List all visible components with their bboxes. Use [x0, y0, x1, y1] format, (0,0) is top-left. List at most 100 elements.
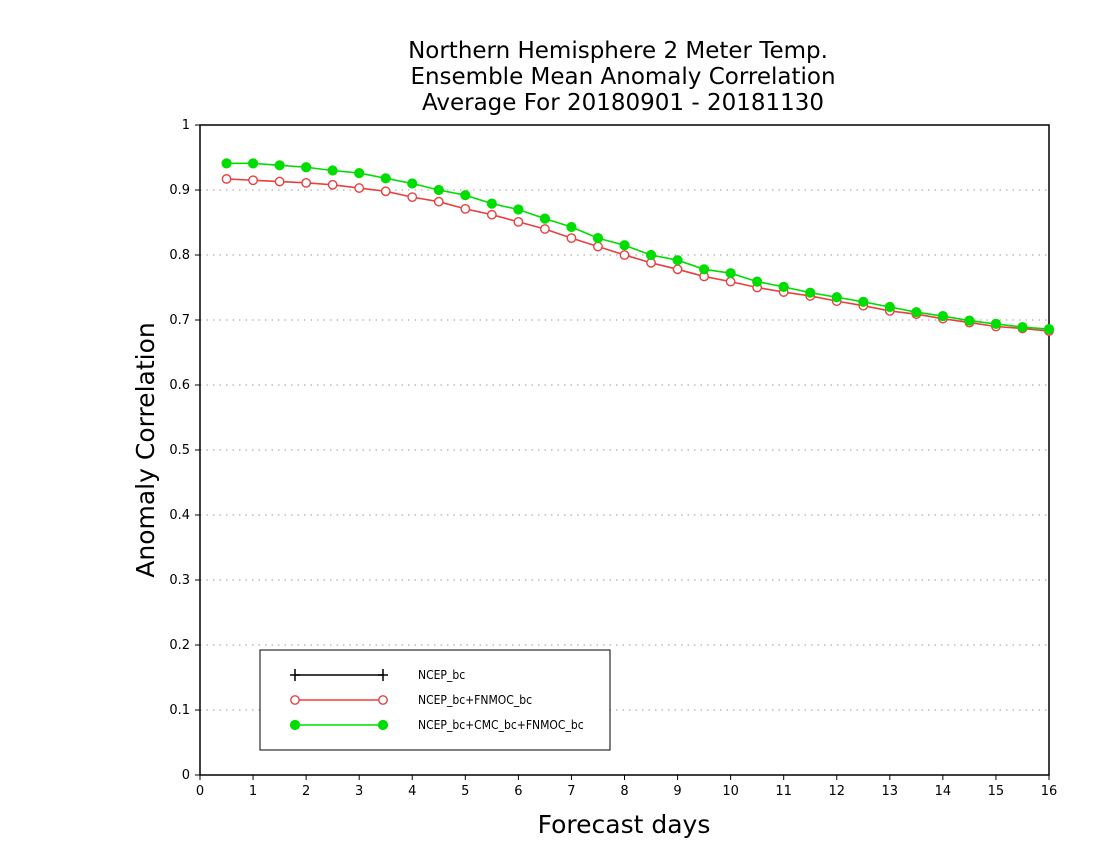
data-point: [513, 216, 524, 227]
data-point: [645, 249, 657, 261]
legend-marker: [289, 719, 301, 731]
legend-label: NCEP_bc+FNMOC_bc: [418, 693, 532, 707]
data-point: [433, 196, 444, 207]
axis-ticks: 00.10.20.30.40.50.60.70.80.910 1 2 3 4 5 6 7 8 9 1…: [169, 118, 1057, 799]
legend-label: NCEP_bc+CMC_bc+FNMOC_bc: [418, 718, 584, 732]
data-point: [354, 168, 365, 179]
data-point: [592, 233, 604, 244]
data-point: [407, 192, 418, 203]
y-tick-label: 0.1: [169, 703, 190, 718]
data-point: [778, 281, 789, 292]
x-tick-label: 7: [567, 784, 575, 799]
y-axis-title: Anomaly Correlation: [131, 322, 160, 577]
legend-marker: [290, 695, 300, 705]
x-tick-label: 13: [882, 784, 899, 799]
data-point: [221, 158, 232, 169]
y-tick-label: 0.6: [169, 378, 190, 393]
data-point: [274, 176, 285, 187]
data-point: [301, 162, 312, 173]
series-ncep-bc-cmc-bc-fnmoc-bc: [221, 158, 1055, 335]
y-tick-label: 1: [182, 118, 190, 133]
data-series: [221, 158, 1055, 336]
legend: NCEP_bc NCEP_bc+FNMOC_bc NCEP_bc+CMC_bc+FN…: [259, 649, 611, 751]
x-axis-title: Forecast days: [538, 810, 711, 839]
x-tick-label: 15: [988, 784, 1005, 799]
data-point: [698, 264, 710, 275]
legend-entry-ncep-bc-cmc-bc-fnmoc-bc: NCEP_bc+CMC_bc+FNMOC_bc: [289, 718, 584, 732]
data-point: [301, 177, 312, 188]
data-point: [327, 179, 338, 190]
data-point: [407, 178, 418, 189]
title-line-1: Northern Hemisphere 2 Meter Temp.: [408, 38, 828, 64]
data-point: [460, 190, 471, 201]
legend-marker: [290, 669, 300, 681]
data-point: [1043, 324, 1055, 335]
data-point: [247, 158, 259, 169]
x-tick-label: 14: [935, 784, 952, 799]
data-point: [884, 301, 895, 313]
data-point: [725, 268, 736, 279]
data-point: [672, 255, 683, 266]
x-tick-label: 0: [196, 784, 204, 799]
x-tick-label: 3: [355, 784, 363, 799]
data-point: [858, 296, 869, 307]
data-point: [380, 186, 391, 197]
legend-entry-ncep-bc: NCEP_bc: [290, 668, 465, 682]
x-tick-label: 8: [620, 784, 628, 799]
data-point: [619, 250, 630, 260]
x-tick-label: 12: [828, 784, 845, 799]
y-tick-label: 0.9: [169, 183, 190, 198]
x-tick-label: 11: [775, 784, 792, 799]
data-point: [911, 307, 922, 318]
data-point: [566, 221, 577, 233]
data-point: [486, 209, 497, 220]
data-point: [539, 213, 551, 224]
data-point: [274, 160, 285, 171]
legend-marker: [377, 719, 389, 731]
data-point: [460, 203, 471, 214]
data-point: [990, 318, 1002, 329]
legend-entry-ncep-bc-fnmoc-bc: NCEP_bc+FNMOC_bc: [290, 693, 532, 707]
data-point: [1017, 322, 1028, 333]
y-tick-label: 0.8: [169, 248, 190, 263]
x-tick-label: 5: [461, 784, 469, 799]
x-tick-label: 4: [408, 784, 416, 799]
data-point: [486, 198, 497, 209]
data-point: [805, 287, 816, 298]
legend-entries: NCEP_bc NCEP_bc+FNMOC_bc NCEP_bc+CMC_bc+FN…: [289, 668, 584, 732]
y-tick-label: 0.2: [169, 638, 190, 653]
legend-marker: [378, 669, 388, 681]
data-point: [619, 240, 630, 251]
data-point: [725, 276, 736, 287]
data-point: [566, 233, 577, 244]
data-point: [354, 183, 365, 193]
x-tick-label: 10: [722, 784, 739, 799]
x-tick-label: 6: [514, 784, 522, 799]
data-point: [433, 184, 444, 196]
data-point: [964, 315, 975, 326]
data-point: [221, 174, 232, 184]
data-point: [327, 165, 338, 176]
y-tick-label: 0.3: [169, 573, 190, 588]
data-point: [672, 264, 683, 275]
title-line-2: Ensemble Mean Anomaly Correlation: [410, 64, 835, 90]
data-point: [248, 175, 258, 186]
data-point: [937, 311, 948, 322]
chart-title: Northern Hemisphere 2 Meter Temp. Ensemb…: [408, 38, 835, 116]
data-point: [380, 173, 391, 184]
legend-marker: [378, 695, 388, 705]
y-tick-label: 0.7: [169, 313, 190, 328]
x-tick-label: 16: [1041, 784, 1058, 799]
title-line-3: Average For 20180901 - 20181130: [422, 90, 824, 116]
y-tick-label: 0.5: [169, 443, 190, 458]
data-point: [593, 241, 603, 252]
legend-label: NCEP_bc: [418, 668, 465, 682]
gridlines: [200, 189, 1049, 711]
y-tick-label: 0: [182, 768, 190, 783]
data-point: [513, 204, 524, 215]
data-point: [540, 224, 550, 234]
x-tick-label: 9: [673, 784, 681, 799]
series-line-ncep-bc-cmc-bc-fnmoc-bc: [226, 162, 1050, 330]
y-tick-label: 0.4: [169, 508, 190, 523]
